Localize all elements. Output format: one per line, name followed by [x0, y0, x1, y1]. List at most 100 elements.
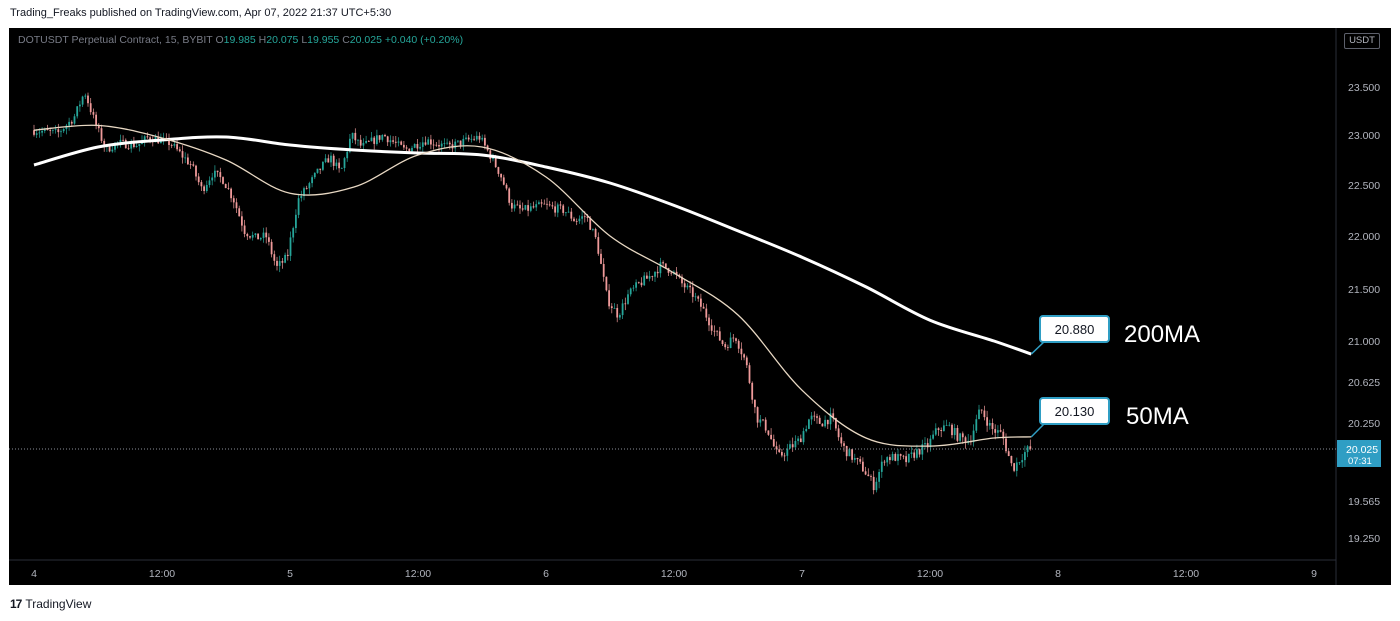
- candle-body-223: [635, 282, 637, 288]
- brand-name: TradingView: [25, 597, 92, 611]
- candle-body-329: [921, 444, 924, 455]
- candle-body-368: [1026, 446, 1029, 453]
- candle-body-85: [262, 232, 265, 238]
- candle-body-258: [729, 337, 732, 348]
- candle-body-23: [95, 114, 97, 126]
- high-label: H: [258, 34, 267, 46]
- candle-body-321: [899, 454, 902, 456]
- candle-body-298: [837, 428, 840, 438]
- candle-body-3: [41, 131, 43, 133]
- x-tick-0: 4: [31, 568, 37, 580]
- candle-body-170: [492, 157, 494, 159]
- candle-body-113: [338, 162, 340, 169]
- candle-body-349: [975, 419, 978, 431]
- candle-body-265: [748, 365, 751, 383]
- candle-body-148: [432, 144, 435, 146]
- candle-body-67: [214, 170, 216, 178]
- candle-body-152: [443, 143, 446, 144]
- candle-body-277: [781, 452, 783, 456]
- candle-body-248: [702, 306, 705, 309]
- candle-body-306: [859, 459, 862, 462]
- low-label: L: [301, 34, 308, 46]
- candle-body-196: [562, 205, 565, 213]
- candle-body-252: [713, 330, 716, 332]
- candle-body-182: [524, 205, 527, 210]
- candle-body-53: [176, 144, 178, 150]
- candle-body-68: [216, 170, 219, 173]
- candle-body-366: [1021, 460, 1024, 463]
- candle-body-323: [905, 456, 907, 463]
- candle-body-156: [454, 141, 457, 149]
- candle-body-180: [519, 204, 521, 209]
- candle-body-162: [470, 138, 473, 140]
- candle-body-244: [691, 287, 694, 297]
- candle-body-116: [346, 151, 349, 159]
- candle-body-362: [1010, 456, 1013, 464]
- candle-body-104: [313, 172, 316, 178]
- candle-body-245: [694, 296, 697, 298]
- candle-body-357: [997, 430, 999, 433]
- candle-body-79: [246, 234, 249, 237]
- candle-body-90: [276, 260, 278, 266]
- candle-body-228: [648, 276, 651, 279]
- candle-body-186: [535, 204, 538, 208]
- y-tick-1: 23.000: [1348, 130, 1380, 142]
- candle-body-159: [462, 138, 465, 146]
- candle-body-320: [897, 454, 899, 461]
- candle-body-338: [945, 425, 948, 426]
- candle-body-361: [1007, 451, 1010, 456]
- candle-body-131: [386, 136, 389, 143]
- candle-body-93: [284, 254, 286, 263]
- x-tick-7: 12:00: [917, 568, 943, 580]
- candle-body-359: [1002, 431, 1005, 439]
- candle-body-369: [1029, 446, 1032, 449]
- candle-body-94: [286, 254, 289, 256]
- candle-body-57: [187, 157, 189, 165]
- candle-body-28: [108, 146, 111, 152]
- candle-body-250: [708, 317, 710, 326]
- candle-body-271: [764, 419, 767, 431]
- candle-body-334: [934, 428, 937, 435]
- candle-body-158: [459, 140, 462, 146]
- candle-body-35: [127, 148, 130, 150]
- candle-body-18: [81, 96, 84, 105]
- x-tick-2: 5: [287, 568, 293, 580]
- candle-body-296: [832, 413, 835, 418]
- candle-body-163: [473, 138, 475, 140]
- candle-body-197: [565, 212, 567, 214]
- x-tick-1: 12:00: [149, 568, 175, 580]
- high-value: 20.075: [266, 34, 299, 46]
- candle-body-276: [778, 449, 781, 452]
- symbol-name: DOTUSDT Perpetual Contract, 15, BYBIT: [18, 34, 213, 46]
- candle-body-364: [1015, 462, 1018, 471]
- candle-body-300: [843, 443, 845, 446]
- candle-body-257: [727, 347, 729, 348]
- candle-body-177: [511, 202, 513, 209]
- candle-body-324: [907, 453, 910, 463]
- candle-body-326: [913, 452, 916, 458]
- candle-body-157: [457, 140, 459, 142]
- candle-body-181: [521, 208, 524, 210]
- candle-body-256: [724, 344, 727, 348]
- candle-body-60: [195, 165, 197, 177]
- candle-body-243: [689, 285, 691, 288]
- candle-body-137: [403, 144, 405, 148]
- candle-body-119: [354, 132, 357, 141]
- candle-body-336: [940, 430, 943, 431]
- candle-body-160: [465, 137, 467, 139]
- candle-body-281: [791, 444, 794, 448]
- candle-body-333: [932, 434, 934, 439]
- candle-body-302: [848, 449, 851, 457]
- candle-body-14: [70, 121, 73, 124]
- candle-body-2: [38, 132, 41, 134]
- candle-body-7: [52, 129, 54, 131]
- candle-body-274: [772, 439, 775, 447]
- candle-body-77: [241, 216, 243, 226]
- candle-body-139: [408, 148, 411, 152]
- tradingview-brand[interactable]: 17 TradingView: [10, 597, 91, 611]
- candle-body-26: [103, 140, 106, 147]
- candle-body-367: [1024, 452, 1026, 461]
- currency-badge[interactable]: USDT: [1344, 33, 1380, 49]
- candle-body-214: [610, 306, 613, 308]
